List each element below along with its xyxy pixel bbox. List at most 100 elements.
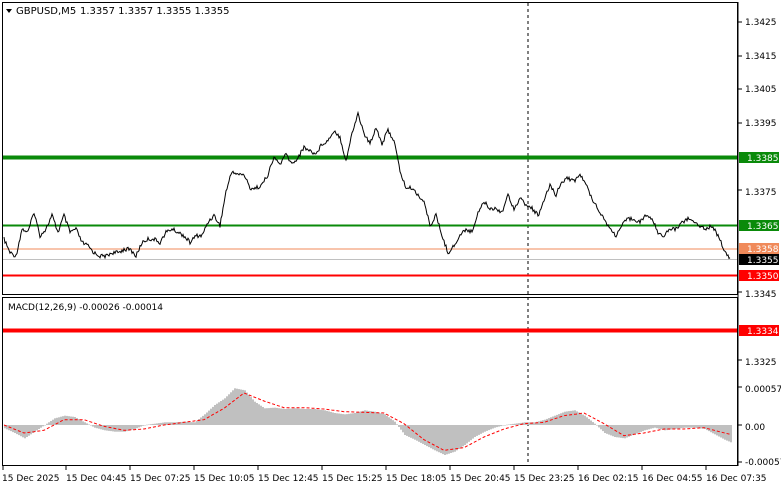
macd-bar [146,424,148,426]
macd-bar [720,425,722,438]
macd-bar [586,417,588,425]
macd-scale[interactable]: 0.00057 0.00 -0.00057 [738,385,781,468]
macd-bar [402,425,404,433]
price-tick: 1.3415 [745,52,777,62]
macd-bar [440,425,442,454]
price-tag-1-3334 [739,325,779,336]
macd-signal-line [3,392,731,451]
time-tick: 16 Dec 04:55 [642,474,703,484]
macd-bar [84,422,86,425]
price-tick: 1.3425 [745,18,777,28]
time-tick: 15 Dec 04:45 [66,474,127,484]
macd-bar [682,425,684,428]
macd-bar [596,425,598,426]
macd-bar [694,425,696,428]
macd-bar [98,425,100,429]
macd-bar [328,411,330,425]
macd-bar [728,425,730,442]
macd-bar [556,414,558,425]
macd-bar [88,424,90,425]
macd-bar [664,425,666,431]
macd-bar [384,414,386,425]
macd-bar [178,422,180,425]
price-tick: 1.3325 [745,358,777,368]
time-axis[interactable]: 15 Dec 2025 15 Dec 04:45 15 Dec 07:25 15… [2,466,767,484]
macd-bar [662,425,664,430]
macd-bar [276,407,278,425]
macd-bar [458,425,460,449]
macd-bar [562,412,564,425]
macd-bar [54,418,56,425]
macd-bar [548,418,550,425]
macd-bar [362,410,364,425]
macd-bar [268,408,270,425]
macd-bar [716,425,718,436]
macd-panel[interactable] [2,297,738,466]
macd-bar [104,425,106,431]
price-tag-1-3350 [739,270,779,281]
macd-bar [162,422,164,425]
macd-bar [62,416,64,425]
macd-bar [406,425,408,436]
macd-bar [126,425,128,432]
macd-bar [364,410,366,425]
macd-bar [92,425,94,427]
macd-bar [128,425,130,431]
macd-bar [604,425,606,433]
macd-bar [280,408,282,425]
macd-bar [246,392,248,425]
macd-bar [418,425,420,442]
macd-bar [130,425,132,431]
macd-bar [308,409,310,425]
macd-bar [590,420,592,425]
macd-bar [234,388,236,425]
macd-bar [262,407,264,425]
macd-bar [622,425,624,439]
macd-bar [472,425,474,439]
macd-bar [154,423,156,425]
macd-bar [626,425,628,438]
macd-bar [656,425,658,429]
price-tag-1-3365 [739,220,779,231]
macd-bar [436,425,438,452]
macd-bar [186,421,188,425]
macd-bar [342,414,344,425]
macd-bar [50,421,52,425]
time-tick: 15 Dec 18:05 [386,474,447,484]
macd-bar [452,425,454,453]
macd-bar [136,425,138,429]
macd-bar [554,415,556,425]
main-chart-panel[interactable] [2,2,738,295]
macd-bar [566,411,568,425]
macd-bar [286,408,288,425]
macd-bar [704,425,706,429]
triangle-down-icon[interactable] [6,9,12,13]
macd-bar [4,425,6,429]
macd-bar [442,425,444,455]
macd-bar [504,425,506,426]
macd-bar [370,411,372,425]
macd-bar [64,415,66,425]
macd-bar [578,412,580,425]
macd-bar [608,425,610,435]
macd-bar [620,425,622,438]
macd-bar [16,425,18,435]
macd-bar [470,425,472,441]
macd-bar [372,411,374,425]
price-scale[interactable]: 1.3425 1.3415 1.3405 1.3395 1.3375 1.334… [738,18,777,368]
macd-bar [456,425,458,451]
macd-bar [264,408,266,425]
macd-bar [516,423,518,425]
macd-bar [672,425,674,430]
macd-bar [112,425,114,432]
macd-bar [408,425,410,437]
macd-bar [652,425,654,429]
macd-bar [644,425,646,431]
macd-bar [398,425,400,427]
macd-bar [180,421,182,425]
macd-bar [478,425,480,435]
macd-bar [86,423,88,425]
macd-bar [324,410,326,425]
macd-bar [344,414,346,425]
macd-bar [410,425,412,438]
